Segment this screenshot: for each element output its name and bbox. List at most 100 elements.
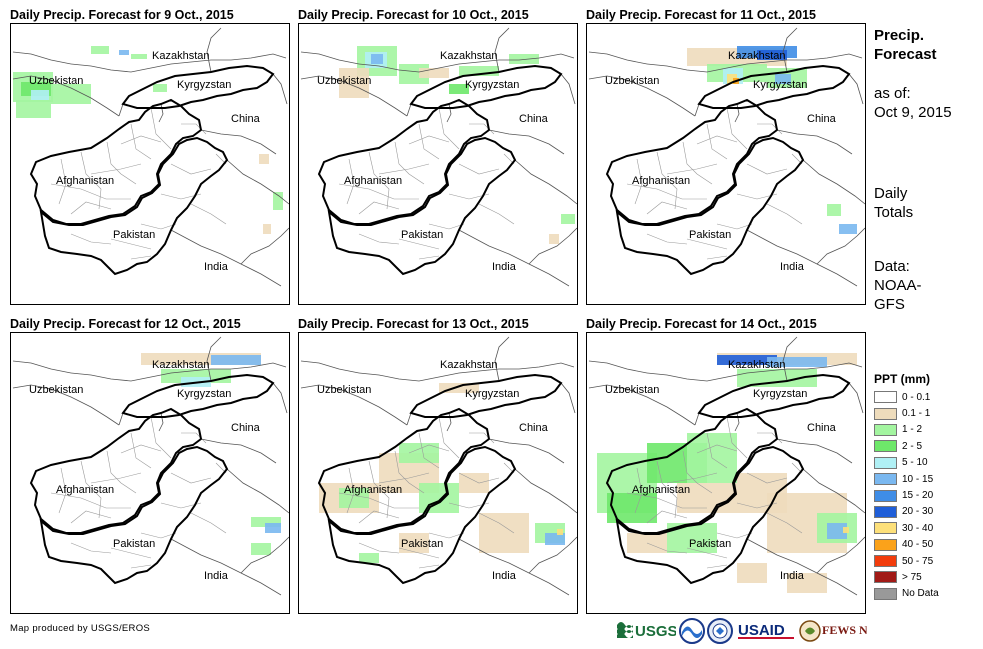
- kyrgyzstan-outline: [697, 64, 851, 109]
- legend-swatch: [874, 587, 897, 600]
- legend-item: No Data: [874, 586, 939, 602]
- pakistan-label: Pakistan: [401, 229, 443, 241]
- legend-label: 15 - 20: [902, 490, 934, 502]
- kyrgyzstan-outline: [409, 373, 563, 418]
- precip-cell: [211, 355, 261, 365]
- precip-cell: [419, 483, 459, 513]
- legend-item: 5 - 10: [874, 455, 939, 471]
- legend-title: PPT (mm): [874, 372, 931, 386]
- afghanistan-outline: [29, 407, 203, 534]
- precip-cell: [439, 383, 479, 393]
- legend-label: No Data: [902, 588, 939, 600]
- afghanistan-outline: [29, 98, 203, 225]
- india-label: India: [204, 261, 229, 273]
- legend-label: 40 - 50: [902, 539, 934, 551]
- map-credit: Map produced by USGS/EROS: [10, 623, 151, 634]
- ppt-legend: PPT (mm) 0 - 0.1 0.1 - 1 1 - 2 2 - 5 5 - 10 1…: [874, 372, 939, 602]
- precip-cell: [399, 533, 429, 553]
- side-title-line1: Precip.: [874, 27, 925, 44]
- forecast-panel-2: Daily Precip. Forecast for 10 Oct., 2015…: [298, 8, 588, 308]
- afghanistan-label: Afghanistan: [632, 175, 690, 187]
- india-label: India: [492, 261, 517, 273]
- precip-cell: [549, 234, 559, 244]
- uzbekistan-label: Uzbekistan: [317, 75, 371, 87]
- china-label: China: [807, 113, 837, 125]
- legend-swatch: [874, 505, 897, 518]
- data-line: Data:: [874, 258, 910, 275]
- legend-swatch: [874, 555, 897, 568]
- map-canvas: Kazakhstan Uzbekistan Kyrgyzstan China Afgha…: [300, 336, 577, 596]
- pakistan-outline: [39, 445, 229, 585]
- precip-cell: [717, 355, 777, 365]
- precip-cell: [737, 563, 767, 583]
- legend-label: 2 - 5: [902, 440, 923, 452]
- afghanistan-outline: [317, 98, 491, 225]
- map-canvas: Kazakhstan Uzbekistan Kyrgyzstan China Afgha…: [588, 336, 865, 596]
- precip-cell: [787, 573, 827, 593]
- legend-label: > 75: [902, 571, 922, 583]
- as-of-value: Oct 9, 2015: [874, 104, 952, 121]
- precip-cell: [479, 513, 529, 553]
- afghanistan-outline: [605, 98, 779, 225]
- map-canvas: Kazakhstan Uzbekistan Kyrgyzstan China Afgha…: [12, 336, 289, 596]
- pakistan-outline: [615, 445, 805, 585]
- precip-map: Kazakhstan Uzbekistan Kyrgyzstan China Afgha…: [10, 23, 290, 305]
- legend-label: 0 - 0.1: [902, 391, 931, 403]
- kyrgyzstan-label: Kyrgyzstan: [465, 388, 519, 400]
- usaid-logo: USAID: [738, 622, 794, 639]
- usaid-logo-text: USAID: [738, 622, 785, 639]
- precip-cell: [153, 84, 167, 92]
- india-label: India: [492, 570, 517, 582]
- usgs-logo-text: USGS: [635, 623, 676, 640]
- noaa-logo: [679, 618, 705, 644]
- as-of-label: as of:: [874, 85, 911, 102]
- india-label: India: [204, 570, 229, 582]
- kyrgyzstan-label: Kyrgyzstan: [465, 79, 519, 91]
- kazakhstan-label: Kazakhstan: [440, 50, 497, 62]
- precip-cell: [607, 493, 657, 523]
- afghanistan-label: Afghanistan: [56, 484, 114, 496]
- legend-label: 0.1 - 1: [902, 408, 931, 420]
- precip-cell: [737, 369, 817, 387]
- panel-title: Daily Precip. Forecast for 12 Oct., 2015: [10, 317, 241, 331]
- fews-logo-text: FEWS NET: [822, 623, 867, 637]
- legend-label: 10 - 15: [902, 473, 934, 485]
- afghanistan-label: Afghanistan: [56, 175, 114, 187]
- map-canvas: Kazakhstan Uzbekistan Kyrgyzstan China Afgha…: [588, 27, 865, 287]
- precip-cells: [687, 46, 857, 234]
- precip-map: Kazakhstan Uzbekistan Kyrgyzstan China Afgha…: [586, 23, 866, 305]
- noaa-line: NOAA-: [874, 277, 922, 294]
- legend-swatch: [874, 473, 897, 486]
- precip-map: Kazakhstan Uzbekistan Kyrgyzstan China Afgha…: [298, 332, 578, 614]
- pakistan-outline: [327, 136, 517, 276]
- precip-cell: [339, 488, 369, 508]
- pakistan-outline: [327, 445, 517, 585]
- precip-cell: [16, 100, 51, 118]
- legend-item: > 75: [874, 569, 939, 585]
- precip-cell: [51, 84, 91, 104]
- precip-cell: [459, 66, 499, 76]
- precip-cell: [509, 54, 539, 64]
- precip-cell: [557, 529, 563, 535]
- legend-label: 1 - 2: [902, 424, 923, 436]
- afghanistan-label: Afghanistan: [632, 484, 690, 496]
- kyrgyzstan-outline: [121, 373, 275, 418]
- kyrgyzstan-outline: [121, 64, 275, 109]
- kazakhstan-label: Kazakhstan: [152, 359, 209, 371]
- precip-cell: [371, 54, 383, 64]
- kyrgyzstan-label: Kyrgyzstan: [177, 79, 231, 91]
- afghanistan-label: Afghanistan: [344, 175, 402, 187]
- pakistan-label: Pakistan: [113, 229, 155, 241]
- precip-cell: [273, 192, 283, 210]
- precip-cell: [399, 443, 439, 463]
- usgs-logo: USGS: [617, 622, 676, 640]
- gfs-line: GFS: [874, 296, 905, 313]
- precip-cell: [775, 74, 791, 84]
- kyrgyzstan-outline: [409, 64, 563, 109]
- legend-rows: 0 - 0.1 0.1 - 1 1 - 2 2 - 5 5 - 10 10 - 15 15 …: [874, 389, 939, 602]
- precip-cell: [727, 74, 737, 84]
- legend-swatch: [874, 489, 897, 502]
- precip-cell: [419, 68, 449, 78]
- forecast-panel-5: Daily Precip. Forecast for 13 Oct., 2015…: [298, 317, 588, 617]
- pakistan-label: Pakistan: [689, 229, 731, 241]
